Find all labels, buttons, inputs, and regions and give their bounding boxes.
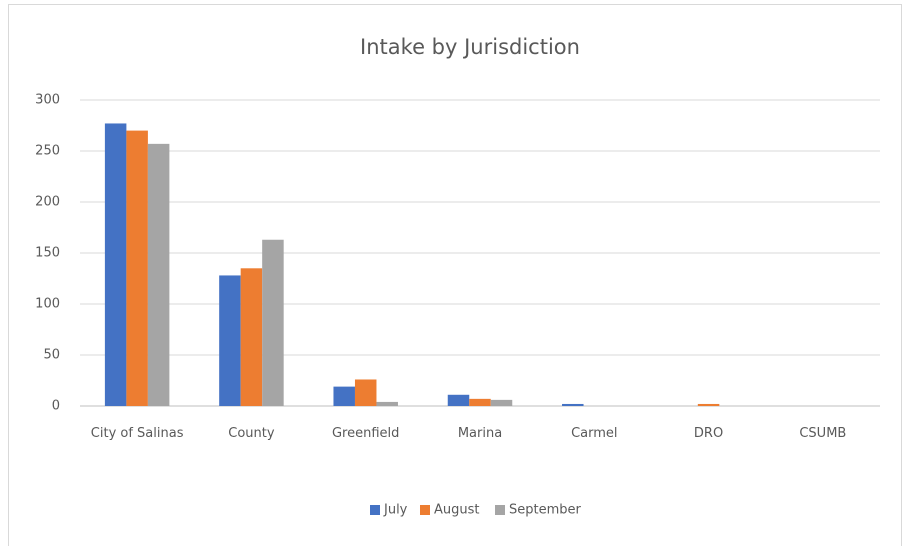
x-tick-label: Greenfield: [331, 426, 400, 441]
legend-label: July: [383, 503, 408, 518]
bar: [562, 403, 584, 406]
bar: [469, 398, 491, 406]
bar: [490, 399, 513, 406]
bar: [447, 394, 470, 406]
legend-label: September: [509, 503, 582, 518]
legend-swatch: [370, 505, 380, 515]
bar: [333, 386, 355, 406]
y-tick-label: 300: [35, 93, 60, 108]
x-tick-label: City of Salinas: [90, 426, 184, 441]
bar: [240, 268, 263, 406]
bar: [354, 379, 377, 406]
bar: [376, 401, 398, 406]
legend-swatch: [420, 505, 430, 515]
bar: [126, 130, 148, 406]
chart-title: Intake by Jurisdiction: [360, 35, 580, 59]
y-tick-label: 150: [35, 246, 60, 261]
bar: [219, 275, 241, 406]
bar: [262, 239, 284, 406]
bar: [697, 403, 720, 406]
x-tick-label: DRO: [693, 426, 724, 441]
bar: [147, 143, 170, 407]
x-tick-label: Carmel: [571, 426, 618, 441]
x-tick-label: County: [228, 426, 275, 441]
bar: [104, 123, 127, 407]
y-tick-label: 100: [35, 297, 60, 312]
y-tick-label: 50: [43, 348, 60, 363]
x-tick-label: CSUMB: [799, 426, 847, 441]
chart-frame: [8, 4, 902, 546]
y-tick-label: 200: [35, 195, 60, 210]
legend-swatch: [495, 505, 505, 515]
legend-label: August: [434, 503, 480, 518]
y-tick-label: 0: [52, 399, 60, 414]
x-tick-label: Marina: [457, 426, 503, 441]
y-tick-label: 250: [35, 144, 60, 159]
